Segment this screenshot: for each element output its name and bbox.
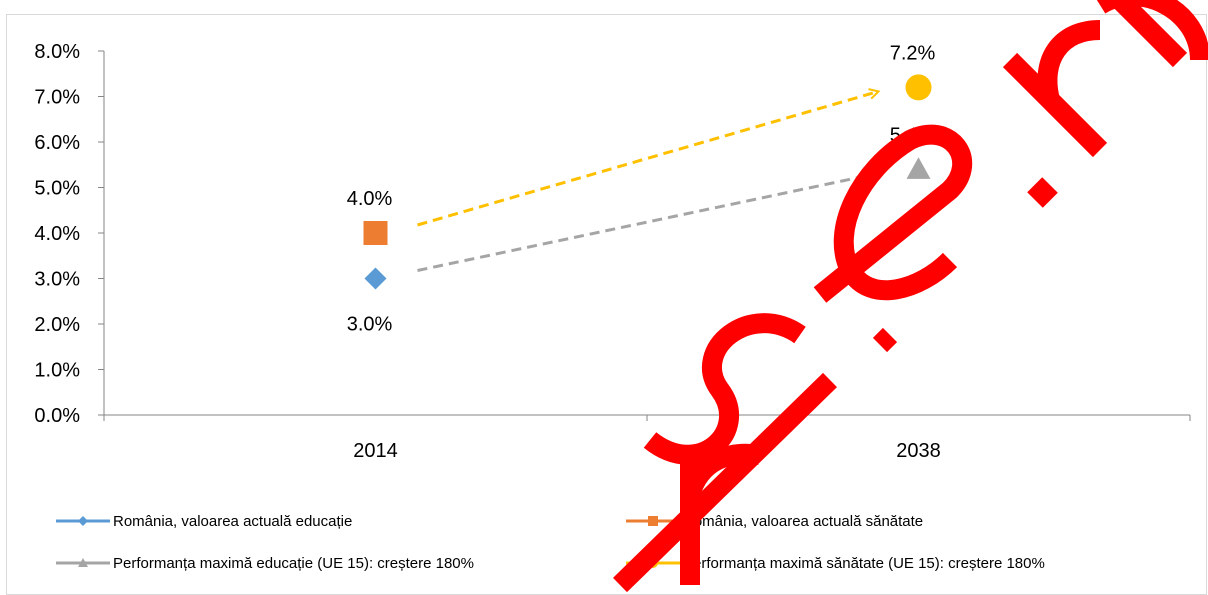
watermark bbox=[613, 0, 1208, 593]
y-tick-label: 1.0% bbox=[34, 360, 80, 382]
legend-marker-square bbox=[648, 516, 658, 526]
data-label: 7.2% bbox=[890, 42, 936, 64]
watermark-stroke-i bbox=[613, 327, 898, 593]
legend-label: România, valoarea actuală sănătate bbox=[683, 513, 923, 530]
y-tick-label: 3.0% bbox=[34, 269, 80, 291]
trend-arrow bbox=[417, 173, 879, 272]
x-tick-label: 2014 bbox=[353, 440, 398, 462]
y-axis-ticks: 0.0% 1.0% 2.0% 3.0% 4.0% 5.0% 6.0% 7.0% 8.0% bbox=[34, 41, 104, 427]
watermark-stroke-e bbox=[813, 124, 973, 303]
watermark-stroke-r2 bbox=[1002, 0, 1188, 158]
legend: România, valoarea actuală educație Români… bbox=[56, 513, 1045, 572]
data-label: 3.0% bbox=[347, 314, 393, 336]
y-tick-label: 5.0% bbox=[34, 178, 80, 200]
legend-marker-triangle bbox=[78, 558, 88, 567]
data-point-circle bbox=[905, 74, 932, 101]
legend-marker-diamond bbox=[78, 516, 88, 526]
y-tick-label: 0.0% bbox=[34, 405, 80, 427]
watermark-stroke-s bbox=[643, 313, 806, 465]
y-tick-label: 7.0% bbox=[34, 87, 80, 109]
y-tick-label: 2.0% bbox=[34, 314, 80, 336]
data-point-triangle bbox=[906, 157, 931, 179]
data-points: 3.0%4.0%5.4%7.2% bbox=[347, 42, 936, 335]
y-tick-label: 8.0% bbox=[34, 41, 80, 63]
data-label: 4.0% bbox=[347, 188, 393, 210]
y-tick-label: 6.0% bbox=[34, 132, 80, 154]
data-point-diamond bbox=[364, 267, 387, 290]
y-tick-label: 4.0% bbox=[34, 223, 80, 245]
legend-label: România, valoarea actuală educație bbox=[113, 513, 352, 530]
legend-label: Performanța maximă sănătate (UE 15): cre… bbox=[683, 555, 1045, 572]
data-point-square bbox=[363, 221, 388, 245]
chart-border bbox=[6, 14, 1207, 595]
trend-arrows bbox=[417, 91, 879, 272]
watermark-stroke-dot bbox=[1027, 177, 1058, 208]
legend-label: Performanța maximă educație (UE 15): cre… bbox=[113, 555, 474, 572]
x-tick-label: 2038 bbox=[896, 440, 941, 462]
watermark-stroke-o bbox=[1096, 0, 1208, 61]
x-axis-ticks: 2014 2038 bbox=[103, 415, 1191, 462]
